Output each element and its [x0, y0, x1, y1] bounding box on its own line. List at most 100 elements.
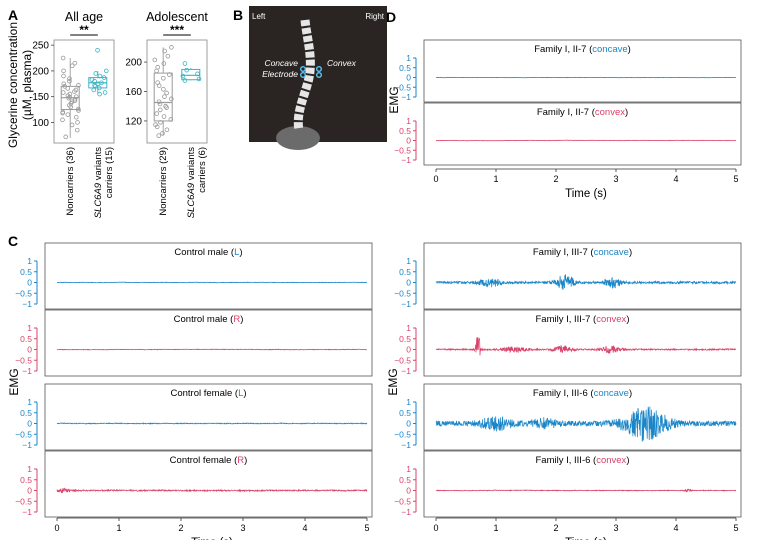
emg-panel-frame — [44, 450, 373, 518]
x-tick-label: 1 — [116, 523, 121, 533]
y-tick-label: −0.5 — [15, 496, 32, 506]
photo-label-electrode: Electrode — [262, 69, 298, 79]
data-point — [180, 73, 186, 79]
data-point — [182, 78, 188, 83]
photo-label-left: Left — [252, 12, 266, 21]
y-tick-label: −1 — [401, 299, 411, 309]
significance-stars: ** — [79, 23, 89, 37]
data-point — [61, 68, 66, 74]
spine-photo: Left Right Concave Electrode Convex — [249, 6, 387, 150]
data-point — [196, 76, 202, 82]
y-tick-label: 1 — [27, 256, 32, 266]
glycerine-ylabel-line1: Glycerine concentration — [6, 22, 20, 148]
emg-trace — [435, 406, 737, 442]
emg-panel-title: Control female (R) — [170, 455, 248, 466]
panel-letter-c: C — [8, 233, 18, 249]
electrode-right-lower — [316, 71, 323, 78]
y-tick-label: 0.5 — [399, 126, 411, 136]
y-tick-label: −0.5 — [394, 145, 411, 155]
y-tick-label: −1 — [401, 92, 411, 102]
y-tick-label: 1 — [406, 323, 411, 333]
data-point — [76, 108, 81, 113]
data-point — [156, 99, 162, 105]
y-tick-label: 1 — [27, 397, 32, 407]
y-tick-label: 0 — [406, 278, 411, 288]
x-axis-title: Time (s) — [191, 537, 233, 540]
data-point — [63, 134, 69, 140]
y-tick-label: −1 — [22, 299, 32, 309]
y-tick-label: 1 — [406, 256, 411, 266]
x-tick-label: 5 — [364, 523, 369, 533]
y-tick-label: −0.5 — [15, 355, 32, 365]
emg-panels: Family I, II-7 (concave)10.50−0.5−1Famil… — [15, 39, 742, 540]
category-label: carriers (15) — [104, 147, 115, 198]
emg-panel-title: Family I, III-7 (concave) — [533, 247, 632, 258]
y-tick-label: 0 — [406, 419, 411, 429]
data-point — [97, 85, 102, 91]
data-point — [75, 106, 81, 112]
x-tick-label: 4 — [673, 174, 678, 184]
x-tick-label: 0 — [433, 523, 438, 533]
y-tick-label: 0.5 — [20, 475, 32, 485]
data-point — [169, 96, 174, 102]
data-point — [155, 64, 161, 70]
side-label: R — [233, 314, 240, 325]
data-point — [155, 80, 160, 85]
data-point — [73, 87, 79, 93]
y-tick-label: −0.5 — [394, 429, 411, 439]
y-tick-label: −0.5 — [394, 288, 411, 298]
y-tick-label: 0.5 — [399, 475, 411, 485]
y-tick-label: −0.5 — [15, 429, 32, 439]
side-label: convex — [595, 107, 625, 118]
data-point — [65, 86, 71, 91]
y-tick-label: 150 — [32, 92, 49, 103]
panel-letter-b: B — [233, 7, 243, 23]
data-point — [61, 73, 66, 79]
side-label: L — [234, 247, 239, 258]
data-point — [76, 83, 81, 88]
data-point — [154, 111, 160, 116]
emg-panel-title: Control male (R) — [174, 314, 244, 325]
box-chart-adolescent: Adolescent 120 160 200 Noncarriers (29) SLC6A… — [125, 10, 208, 218]
data-point — [61, 81, 67, 87]
data-point — [93, 71, 99, 76]
data-point — [162, 48, 167, 54]
emg-trace — [56, 422, 368, 425]
emg-trace — [56, 487, 368, 494]
data-point — [65, 112, 71, 117]
emg-panel-title: Control female (L) — [170, 388, 246, 399]
data-point — [154, 68, 159, 74]
data-point — [169, 45, 174, 50]
emg-label-d: EMG — [387, 86, 401, 113]
data-point — [195, 71, 200, 77]
y-tick-label: −0.5 — [394, 355, 411, 365]
data-point — [72, 96, 78, 102]
x-tick-label: 1 — [493, 523, 498, 533]
x-axis-title: Time (s) — [565, 188, 607, 200]
x-tick-label: 0 — [54, 523, 59, 533]
photo-label-right: Right — [365, 12, 384, 21]
y-tick-label: 200 — [125, 58, 142, 69]
data-point — [164, 127, 170, 133]
emg-panel-frame — [44, 383, 373, 451]
data-point — [156, 133, 162, 138]
data-point — [161, 61, 167, 66]
emg-panel-frame — [423, 450, 742, 518]
electrode-left-upper — [300, 65, 307, 72]
y-tick-label: −1 — [401, 155, 411, 165]
data-point — [153, 122, 158, 127]
y-tick-label: 0.5 — [20, 408, 32, 418]
x-tick-label: 4 — [673, 523, 678, 533]
category-label: Noncarriers (36) — [65, 147, 76, 216]
x-tick-label: 4 — [302, 523, 307, 533]
data-point — [60, 55, 66, 61]
x-tick-label: 5 — [733, 523, 738, 533]
data-point — [69, 122, 75, 128]
category-label: SLC6A9 variants — [186, 147, 197, 219]
data-point — [160, 131, 165, 136]
gene-name: SLC6A9 — [186, 182, 197, 218]
data-point — [182, 61, 188, 66]
spine-curve — [293, 19, 315, 131]
y-tick-label: 0 — [27, 278, 32, 288]
data-point — [69, 63, 75, 69]
